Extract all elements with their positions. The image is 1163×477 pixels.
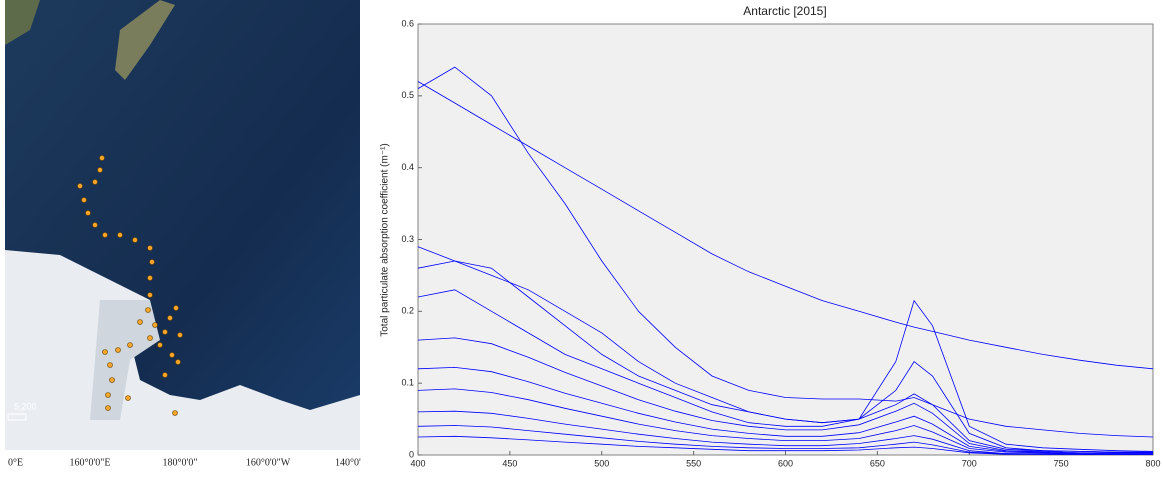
y-tick-label: 0.6 bbox=[401, 18, 414, 28]
scale-label: 5,200 bbox=[14, 401, 37, 411]
series-line bbox=[417, 260, 1153, 453]
lon-label: 180°0'0" bbox=[163, 457, 198, 468]
y-tick-label: 0.5 bbox=[401, 90, 414, 100]
y-tick-label: 0.4 bbox=[401, 162, 414, 172]
lon-label: 0°E bbox=[8, 457, 23, 468]
series-line bbox=[417, 435, 1153, 455]
land bbox=[5, 0, 40, 45]
scale-bar bbox=[7, 413, 27, 421]
plot-area bbox=[417, 23, 1154, 456]
series-line bbox=[417, 366, 1153, 454]
y-tick-label: 0.3 bbox=[401, 234, 414, 244]
land bbox=[90, 300, 160, 420]
y-tick-label: 0.1 bbox=[401, 378, 414, 388]
x-tick-label: 500 bbox=[594, 458, 609, 468]
chart: Antarctic [2015] Total particulate absor… bbox=[380, 4, 1161, 468]
lon-label: 140°0' bbox=[335, 457, 361, 468]
x-tick-label: 750 bbox=[1054, 458, 1069, 468]
series-line bbox=[417, 81, 1154, 370]
series-line bbox=[417, 388, 1153, 454]
map: 5,200 0°E 160°0'0"E 180°0'0" 160°0'0"W 1… bbox=[5, 0, 361, 468]
x-tick-label: 400 bbox=[410, 458, 425, 468]
y-axis-label: Total particulate absorption coefficient… bbox=[380, 143, 391, 337]
x-tick-label: 450 bbox=[502, 458, 517, 468]
chart-title: Antarctic [2015] bbox=[743, 4, 826, 18]
series-line bbox=[417, 289, 1153, 453]
x-tick-label: 800 bbox=[1145, 458, 1160, 468]
x-tick-label: 600 bbox=[778, 458, 793, 468]
x-tick-label: 550 bbox=[686, 458, 701, 468]
sample-stations bbox=[77, 155, 183, 416]
lon-label: 160°0'0"W bbox=[246, 457, 291, 468]
x-tick-label: 700 bbox=[962, 458, 977, 468]
x-tick-label: 650 bbox=[870, 458, 885, 468]
y-tick-label: 0 bbox=[409, 449, 414, 459]
series-line bbox=[417, 337, 1153, 454]
series-line bbox=[417, 66, 1154, 438]
y-tick-label: 0.2 bbox=[401, 306, 414, 316]
land bbox=[115, 0, 175, 80]
lon-label: 160°0'0"E bbox=[70, 457, 111, 468]
